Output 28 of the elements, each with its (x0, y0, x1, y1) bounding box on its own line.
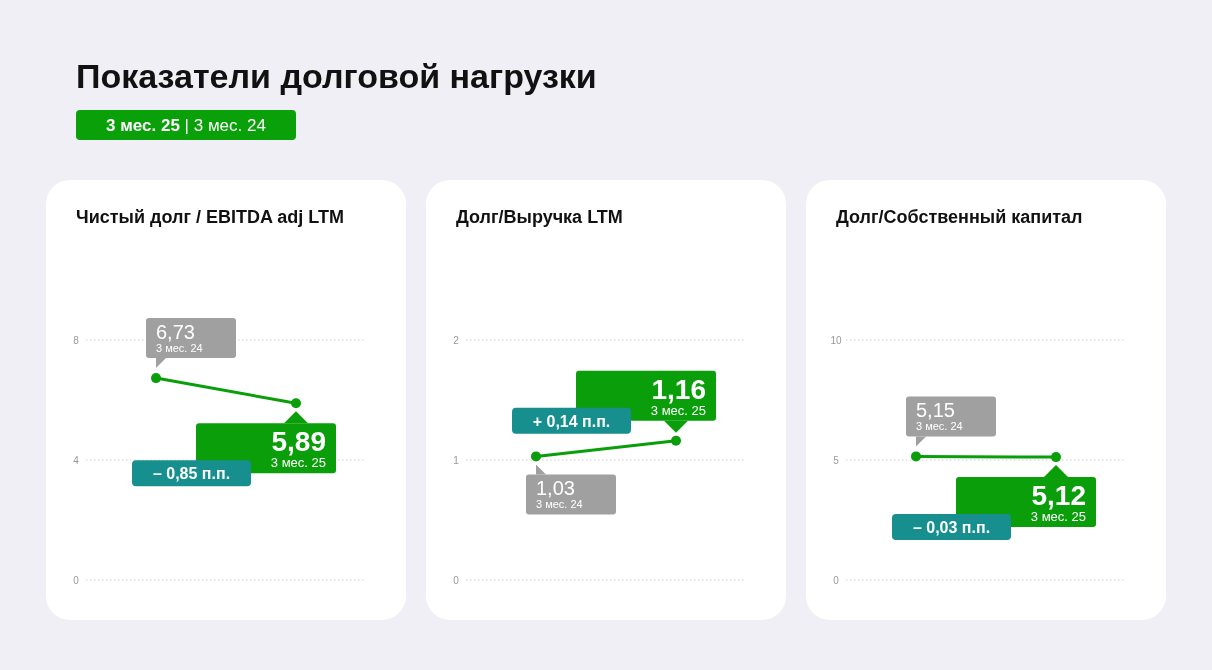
y-tick-label: 0 (73, 575, 80, 586)
annotation: 3 мес. 24 (916, 420, 963, 433)
callout: 6,73 3 мес. 24 (146, 318, 236, 369)
y-tick-label: 0 (453, 575, 460, 586)
y-tick-label: 8 (73, 335, 80, 346)
y-tick-label: 10 (830, 335, 842, 346)
callout: 5,15 3 мес. 24 (906, 396, 996, 447)
y-tick-label: 5 (833, 455, 840, 466)
y-tick-label: 0 (833, 575, 840, 586)
annotation: 3 мес. 24 (156, 342, 203, 355)
y-tick-label: 2 (453, 335, 460, 346)
data-label: 1,16 (651, 373, 706, 405)
data-label: 6,73 (156, 321, 195, 344)
chart-title: Чистый долг / EBITDA adj LTM (76, 207, 344, 227)
data-label: 5,12 (1031, 480, 1086, 512)
annotation: 3 мес. 25 (270, 455, 326, 471)
callout: 1,03 3 мес. 24 (526, 464, 616, 515)
data-label: 1,03 (536, 477, 575, 500)
data-label: 5,15 (916, 399, 955, 422)
chart-title: Долг/Выручка LTM (456, 207, 623, 227)
y-tick-label: 4 (73, 455, 80, 466)
annotation: 3 мес. 25 (1030, 509, 1086, 525)
chart-title: Долг/Собственный капитал (836, 207, 1083, 227)
annotation: 3 мес. 24 (536, 498, 583, 511)
y-tick-label: 1 (453, 455, 460, 466)
data-label: 5,89 (271, 426, 326, 458)
text: Показатели долговой нагрузки (76, 57, 597, 95)
text: 3 мес. 25 | 3 мес. 24 (106, 116, 266, 135)
